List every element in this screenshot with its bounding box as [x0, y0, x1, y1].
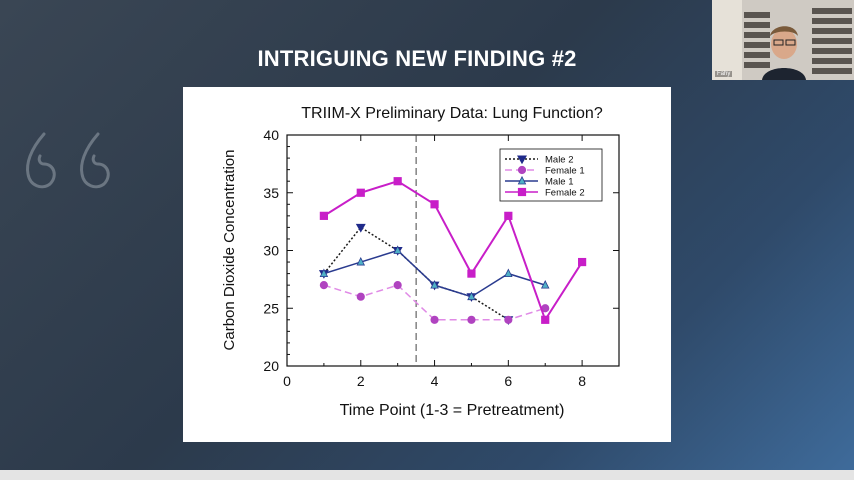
x-tick-label: 6: [504, 373, 512, 389]
data-point-1: [356, 292, 365, 301]
bottom-bar: [0, 470, 854, 480]
data-point-1: [467, 315, 476, 324]
webcam-video: Fahy: [712, 0, 854, 80]
quote-icon: [26, 132, 110, 189]
y-tick-label: 20: [263, 358, 279, 374]
series-line-3: [323, 180, 583, 323]
series-line-0: [323, 226, 509, 321]
data-point-2: [504, 268, 513, 278]
data-point-3: [393, 177, 402, 186]
y-tick-label: 40: [263, 127, 279, 143]
participant-name: Fahy: [715, 71, 733, 77]
data-point-1: [319, 281, 328, 290]
legend-label: Male 1: [545, 177, 574, 188]
chart-title: TRIIM-X Preliminary Data: Lung Function?: [301, 105, 603, 122]
data-point-3: [467, 269, 476, 278]
legend-label: Male 2: [545, 155, 574, 166]
data-point-0: [355, 223, 366, 233]
x-tick-label: 0: [283, 373, 291, 389]
y-tick-label: 30: [263, 243, 279, 259]
legend-label: Female 1: [545, 166, 585, 177]
data-point-2: [393, 245, 402, 254]
data-point-1: [430, 315, 439, 324]
legend-marker: [517, 155, 527, 165]
legend-label: Female 2: [545, 188, 585, 199]
data-point-3: [430, 200, 439, 209]
data-point-1: [504, 315, 513, 324]
chart-panel: TRIIM-X Preliminary Data: Lung Function?…: [183, 87, 671, 442]
data-point-1: [393, 281, 402, 290]
data-point-3: [578, 257, 587, 267]
slide-title: INTRIGUING NEW FINDING #2: [257, 46, 577, 71]
y-axis-label: Carbon Dioxide Concentration: [221, 150, 238, 351]
data-point-2: [319, 268, 329, 278]
x-axis-label: Time Point (1-3 = Pretreatment): [340, 402, 565, 419]
x-tick-label: 4: [431, 373, 439, 389]
x-tick-label: 2: [357, 373, 365, 389]
data-point-2: [467, 291, 476, 301]
data-point-3: [319, 211, 328, 220]
data-point-2: [356, 256, 366, 266]
data-point-3: [356, 188, 365, 197]
legend-marker: [517, 175, 527, 185]
y-tick-label: 25: [263, 300, 279, 316]
line-chart: TRIIM-X Preliminary Data: Lung Function?…: [221, 105, 620, 419]
legend-marker: [517, 187, 527, 197]
y-tick-label: 35: [263, 185, 279, 201]
webcam-scene: [712, 0, 854, 80]
data-point-2: [430, 280, 439, 289]
data-point-3: [504, 211, 513, 220]
data-point-3: [541, 315, 550, 324]
data-point-2: [540, 280, 550, 289]
legend-marker: [517, 165, 527, 175]
x-tick-label: 8: [578, 373, 586, 389]
